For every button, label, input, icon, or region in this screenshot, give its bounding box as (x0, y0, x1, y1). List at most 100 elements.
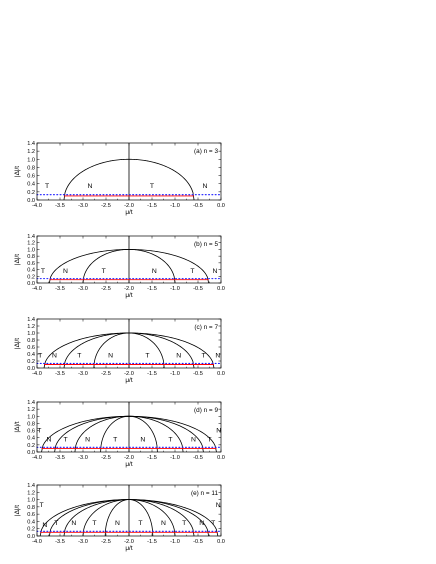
x-tick-label: -3.5 (55, 371, 65, 377)
region-label-normal: N (202, 183, 207, 190)
region-label-topological: T (182, 520, 186, 527)
x-tick-label: -3.0 (78, 371, 88, 377)
phase-boundary-curve-1 (43, 332, 129, 369)
region-label-topological: T (102, 268, 106, 275)
x-axis-label: μ/t (125, 292, 132, 299)
x-tick-label: -1.0 (170, 371, 180, 377)
region-label-normal: N (199, 520, 204, 527)
y-tick-label: 0.4 (27, 436, 35, 442)
x-tick-label: -2.5 (101, 203, 111, 209)
phase-boundary-curve-1 (41, 415, 129, 453)
y-axis-label: |Δ|/t (14, 254, 21, 265)
x-tick-label: -1.0 (170, 286, 180, 292)
x-tick-label: -2.0 (124, 455, 134, 461)
region-label-normal: N (85, 436, 90, 443)
x-tick-label: -1.0 (170, 203, 180, 209)
region-label-normal: N (42, 522, 47, 529)
y-tick-label: 0.4 (27, 519, 35, 525)
y-axis-label: |Δ|/t (14, 505, 21, 516)
region-label-topological: T (63, 436, 67, 443)
region-label-topological: T (41, 268, 45, 275)
phase-boundary-curve-3 (93, 332, 129, 369)
region-label-topological: T (211, 520, 215, 527)
x-tick-label: -3.5 (55, 539, 65, 545)
x-tick-label: 0.0 (217, 371, 225, 377)
x-tick-label: 0.0 (217, 203, 225, 209)
y-tick-label: 0.6 (27, 429, 35, 435)
phase-boundary-curve-10 (128, 499, 219, 537)
x-tick-label: 0.0 (217, 286, 225, 292)
y-tick-label: 0.2 (27, 359, 35, 365)
x-tick-label: -3.0 (78, 455, 88, 461)
y-tick-label: 1.0 (27, 498, 35, 504)
x-tick-label: -0.5 (193, 203, 203, 209)
region-label-normal: N (115, 520, 120, 527)
y-tick-label: 1.0 (27, 331, 35, 337)
x-tick-label: -1.0 (170, 539, 180, 545)
phase-boundary-curve-1 (63, 158, 129, 201)
region-label-topological: T (37, 427, 41, 434)
phase-boundary-curve-1 (48, 249, 129, 284)
region-label-topological: T (150, 183, 154, 190)
x-tick-label: -0.5 (193, 286, 203, 292)
x-tick-label: -2.0 (124, 539, 134, 545)
x-tick-label: -3.5 (55, 203, 65, 209)
region-label-topological: T (113, 436, 117, 443)
phase-boundary-curve-7 (129, 415, 204, 453)
y-tick-label: 0.6 (27, 261, 35, 267)
phase-boundary-curve-2 (129, 158, 195, 201)
region-label-topological: T (207, 436, 211, 443)
chart-panel-1: -4.0 -3.5 -3.0 -2.5 -2.0 -1.5 -1.0 -0.5 0.0 0.0 0.… (14, 141, 225, 216)
x-tick-label: -2.5 (101, 371, 111, 377)
y-tick-label: 1.2 (27, 241, 35, 247)
region-label-topological: T (40, 502, 44, 509)
x-tick-label: -1.5 (147, 371, 157, 377)
phase-boundary-curve-2 (63, 332, 129, 369)
y-tick-label: 0.0 (27, 366, 35, 372)
x-tick-label: -3.5 (55, 286, 65, 292)
region-label-topological: T (201, 353, 205, 360)
y-tick-label: 0.4 (27, 352, 35, 358)
region-label-normal: N (213, 268, 218, 275)
region-label-normal: N (140, 436, 145, 443)
panel-label: (e) n = 11 (191, 490, 219, 497)
chart-panel-5: -4.0 -3.5 -3.0 -2.5 -2.0 -1.5 -1.0 -0.5 0.00.00.… (14, 483, 225, 552)
y-tick-label: 1.2 (27, 324, 35, 330)
y-tick-label: 1.2 (27, 149, 35, 155)
region-label-topological: T (77, 353, 81, 360)
x-tick-label: -4.0 (32, 286, 42, 292)
x-tick-label: -1.0 (170, 455, 180, 461)
x-tick-label: -0.5 (193, 371, 203, 377)
x-tick-label: -2.5 (101, 455, 111, 461)
y-tick-label: 1.4 (27, 483, 35, 489)
x-tick-label: -4.0 (32, 539, 42, 545)
y-tick-label: 0.6 (27, 512, 35, 518)
x-tick-label: -2.0 (124, 371, 134, 377)
y-tick-label: 0.0 (27, 281, 35, 287)
panel-label: (d) n = 9 (194, 407, 218, 414)
panel-label: (a) n = 3 (194, 148, 218, 155)
panel-label: (c) n = 7 (194, 324, 218, 331)
phase-boundary-curve-6 (129, 332, 215, 369)
phase-boundary-curve-5 (129, 332, 195, 369)
y-tick-label: 1.2 (27, 407, 35, 413)
y-tick-label: 0.2 (27, 190, 35, 196)
region-label-normal: N (176, 353, 181, 360)
y-tick-label: 0.4 (27, 182, 35, 188)
region-label-normal: N (108, 353, 113, 360)
region-label-normal: N (63, 268, 68, 275)
y-tick-label: 1.4 (27, 141, 35, 147)
region-label-topological: T (92, 520, 96, 527)
region-label-topological: T (54, 520, 58, 527)
region-label-topological: T (145, 353, 149, 360)
x-tick-label: 0.0 (217, 455, 225, 461)
x-axis-label: μ/t (125, 377, 132, 384)
phase-boundary-curve-4 (82, 499, 130, 537)
x-axis-label: μ/t (125, 545, 132, 552)
y-tick-label: 0.8 (27, 505, 35, 511)
region-label-normal: N (216, 502, 221, 509)
y-tick-label: 0.6 (27, 345, 35, 351)
region-label-normal: N (216, 427, 221, 434)
x-tick-label: -3.0 (78, 539, 88, 545)
